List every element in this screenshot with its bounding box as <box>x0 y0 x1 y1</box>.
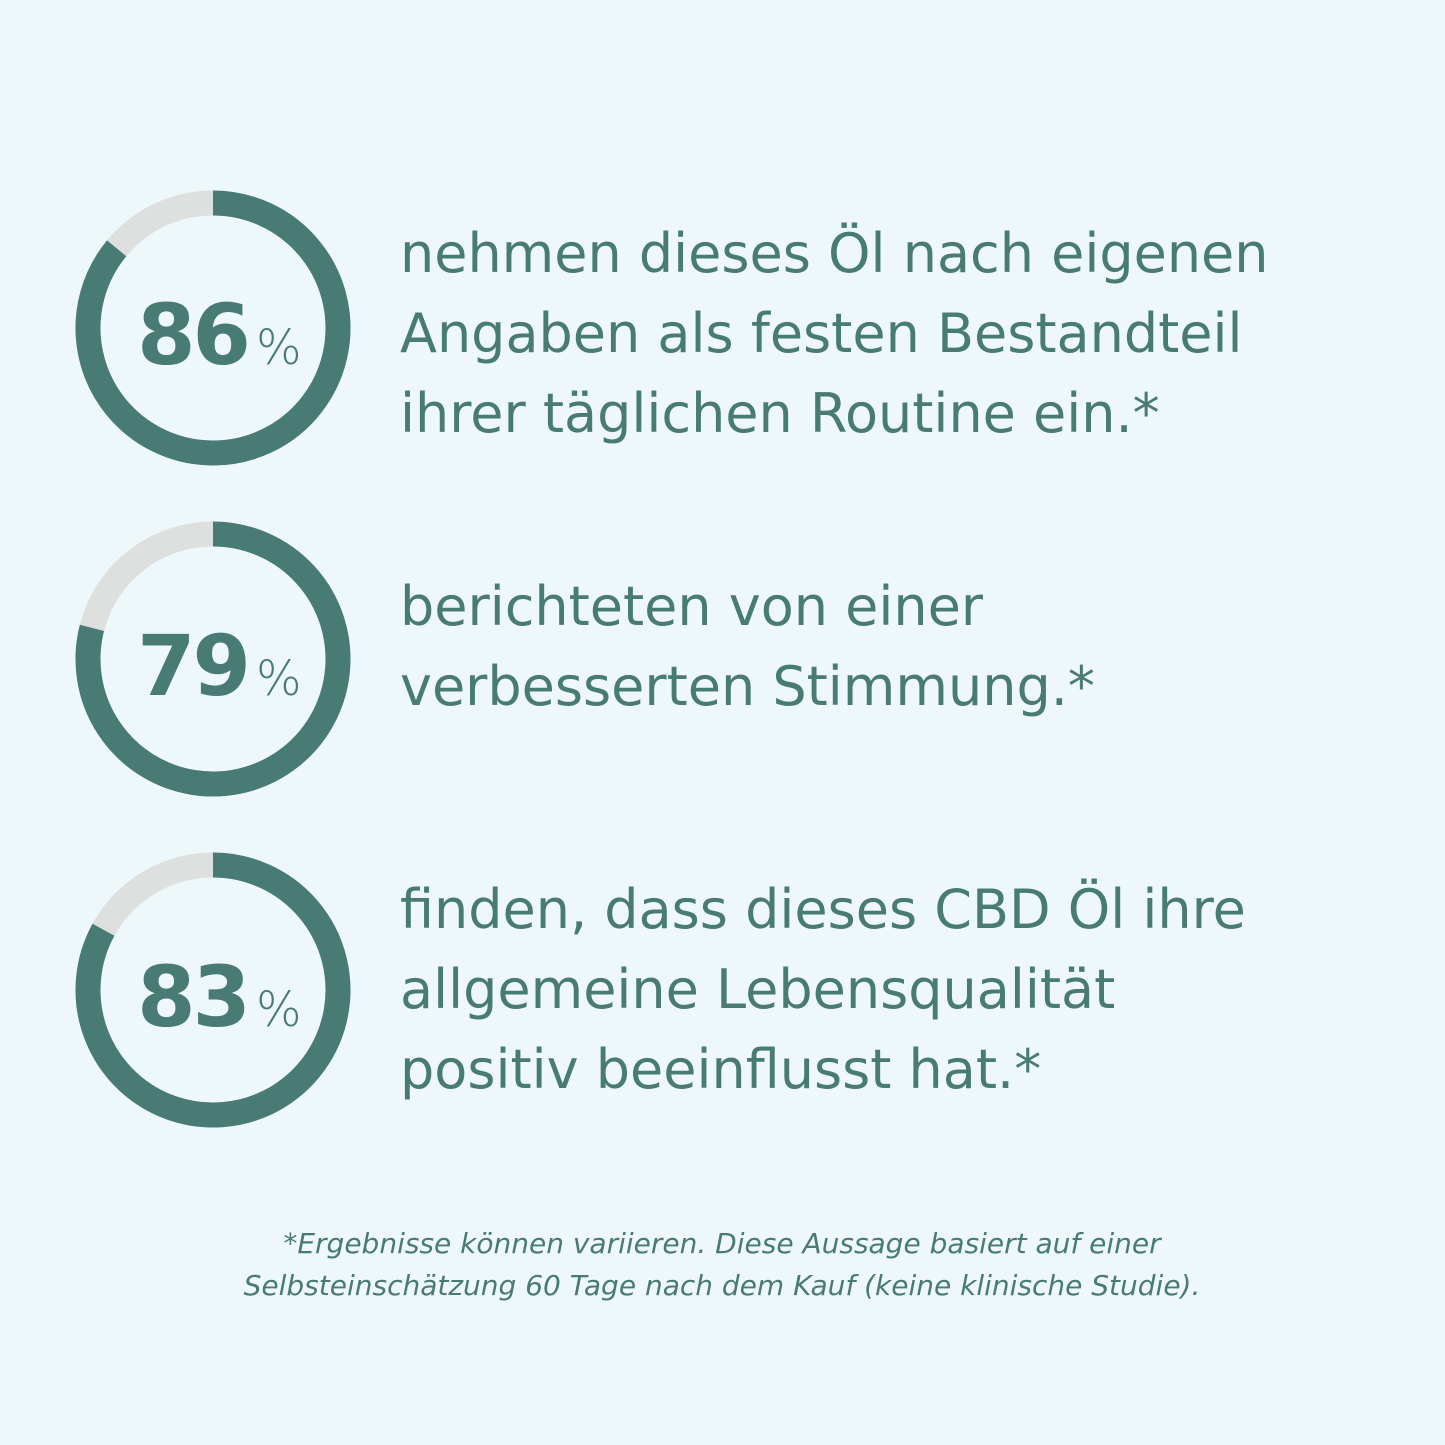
ring-progress <box>75 190 351 466</box>
stat-text: ihrer täglichen Routine ein.* <box>400 382 1160 445</box>
stat-text: Angaben als festen Bestandteil <box>400 302 1243 365</box>
stat-text: verbesserten Stimmung.* <box>400 655 1095 718</box>
stat-unit: % <box>256 982 302 1038</box>
ring-progress <box>75 521 351 797</box>
stat-text: nehmen dieses Öl nach eigenen <box>400 222 1269 285</box>
stat-value: 79 <box>137 617 248 715</box>
stat-unit: % <box>256 320 302 376</box>
stat-value: 86 <box>137 286 248 384</box>
stat-text: berichteten von einer <box>400 575 984 638</box>
stat-unit: % <box>256 651 302 707</box>
stat-text: allgemeine Lebensqualität <box>400 958 1115 1021</box>
footnote: Selbsteinschätzung 60 Tage nach dem Kauf… <box>244 1269 1201 1302</box>
footnote: *Ergebnisse können variieren. Diese Auss… <box>283 1227 1162 1260</box>
stat-text: finden, dass dieses CBD Öl ihre <box>400 878 1246 941</box>
ring-progress <box>75 852 351 1128</box>
stat-value: 83 <box>137 948 248 1046</box>
stat-text: positiv beeinflusst hat.* <box>400 1038 1041 1101</box>
